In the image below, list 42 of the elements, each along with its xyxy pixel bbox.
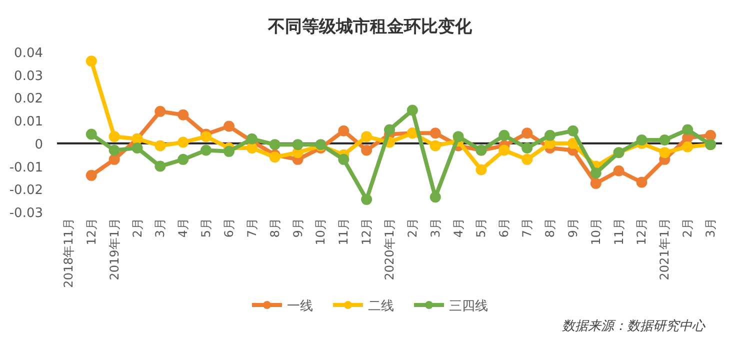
source-note: 数据来源：数据研究中心: [562, 318, 706, 334]
x-tick-label: 10月: [588, 218, 603, 246]
x-tick-label: 9月: [566, 218, 580, 238]
x-tick-label: 12月: [360, 218, 374, 246]
x-tick-label: 3月: [153, 218, 168, 238]
x-tick-label: 4月: [451, 218, 466, 238]
x-tick-label: 12月: [84, 218, 98, 246]
x-tick-label: 10月: [314, 218, 328, 246]
legend-label: 三四线: [449, 299, 488, 314]
x-tick-label: 11月: [336, 218, 351, 246]
y-tick-label: -0.02: [9, 183, 43, 198]
x-tick-label: 7月: [520, 218, 534, 238]
y-tick-label: -0.01: [9, 160, 43, 176]
x-tick-label: 3月: [704, 218, 718, 238]
y-tick-label: 0.03: [14, 68, 43, 84]
x-tick-label: 4月: [176, 218, 190, 238]
x-tick-label: 2021年1月: [658, 218, 672, 280]
x-tick-label: 11月: [612, 218, 626, 246]
x-tick-label: 2019年1月: [107, 218, 122, 280]
x-tick-label: 5月: [474, 218, 488, 238]
x-tick-label: 7月: [244, 218, 259, 238]
x-tick-label: 12月: [634, 218, 649, 246]
y-tick-label: -0.03: [9, 206, 43, 221]
x-tick-label: 6月: [497, 218, 512, 238]
x-tick-label: 8月: [543, 218, 558, 238]
legend-label: 一线: [287, 299, 313, 314]
y-tick-label: 0.02: [14, 92, 43, 107]
x-tick-label: 5月: [199, 218, 214, 238]
chart-title: 不同等级城市租金环比变化: [267, 17, 473, 37]
x-tick-label: 9月: [290, 218, 305, 238]
x-tick-label: 2月: [130, 218, 144, 238]
x-tick-label: 6月: [222, 218, 236, 238]
y-tick-label: 0.01: [14, 114, 43, 130]
y-tick-label: 0: [34, 137, 43, 152]
y-tick-label: 0.04: [14, 46, 43, 61]
x-tick-label: 2020年1月: [382, 218, 396, 280]
x-tick-label: 8月: [268, 218, 282, 238]
x-tick-label: 2月: [680, 218, 695, 238]
x-tick-label: 2018年11月: [61, 218, 76, 288]
x-tick-label: 3月: [428, 218, 442, 238]
legend-label: 二线: [368, 299, 394, 314]
x-tick-label: 2月: [405, 218, 420, 238]
